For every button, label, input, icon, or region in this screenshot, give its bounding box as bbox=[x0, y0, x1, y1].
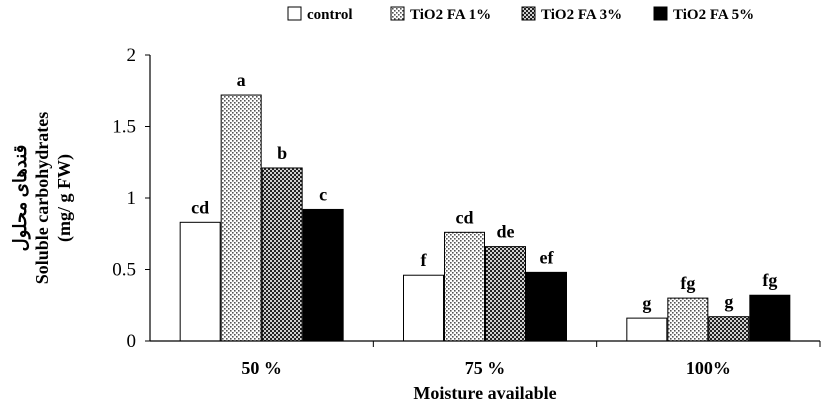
x-category-label: 75 % bbox=[465, 358, 506, 378]
bar bbox=[179, 221, 221, 342]
significance-letter: b bbox=[277, 143, 287, 163]
bar bbox=[749, 294, 791, 342]
legend-label: TiO2 FA 1% bbox=[410, 7, 491, 23]
y-tick-label: 1.5 bbox=[112, 117, 136, 138]
y-tick-label: 0 bbox=[127, 331, 137, 352]
y-axis-title-persian: قندهای محلول bbox=[10, 145, 31, 252]
significance-letter: fg bbox=[680, 273, 695, 293]
legend-label: TiO2 FA 3% bbox=[541, 7, 622, 23]
significance-letter: g bbox=[724, 292, 733, 312]
y-axis-title-line2: (mg/ g FW) bbox=[54, 154, 75, 242]
significance-letter: de bbox=[497, 222, 515, 242]
x-category-label: 50 % bbox=[241, 358, 282, 378]
bar bbox=[626, 317, 668, 342]
significance-letter: a bbox=[237, 70, 246, 90]
legend-swatch bbox=[653, 6, 668, 21]
legend-swatch bbox=[521, 6, 536, 21]
y-axis-ticks: 0 0.5 1 1.5 2 bbox=[112, 45, 150, 352]
y-tick-label: 1 bbox=[127, 188, 137, 209]
significance-letter: ef bbox=[540, 247, 555, 267]
bar bbox=[261, 167, 303, 342]
bar bbox=[220, 94, 262, 342]
bar bbox=[708, 316, 750, 342]
bar bbox=[667, 297, 709, 342]
significance-letter: cd bbox=[456, 207, 474, 227]
y-tick-label: 0.5 bbox=[112, 260, 136, 281]
y-axis-title: قندهای محلول Soluble carbohydrates (mg/ … bbox=[10, 112, 75, 285]
bars bbox=[179, 94, 791, 342]
legend: control TiO2 FA 1% TiO2 FA 3% TiO2 FA 5% bbox=[287, 6, 754, 23]
bar bbox=[403, 274, 444, 342]
significance-letter: cd bbox=[191, 197, 209, 217]
x-axis-title: Moisture available bbox=[413, 383, 556, 403]
legend-label: TiO2 FA 5% bbox=[673, 7, 754, 23]
legend-label: control bbox=[307, 7, 353, 23]
significance-letters: cd a b c f cd de ef g fg g fg bbox=[191, 70, 777, 313]
bar bbox=[485, 246, 526, 342]
significance-letter: g bbox=[642, 293, 651, 313]
y-axis-title-line1: Soluble carbohydrates bbox=[32, 112, 52, 285]
axes bbox=[149, 55, 820, 342]
significance-letter: c bbox=[319, 184, 327, 204]
x-axis-categories: 50 % 75 % 100% bbox=[241, 341, 821, 378]
y-tick-label: 2 bbox=[127, 45, 137, 66]
bar bbox=[302, 208, 344, 342]
bar bbox=[444, 231, 485, 342]
significance-letter: fg bbox=[762, 270, 777, 290]
legend-swatch bbox=[390, 6, 405, 21]
bar bbox=[526, 271, 567, 342]
x-category-label: 100% bbox=[686, 358, 731, 378]
legend-swatch bbox=[287, 6, 302, 21]
significance-letter: f bbox=[421, 250, 428, 270]
